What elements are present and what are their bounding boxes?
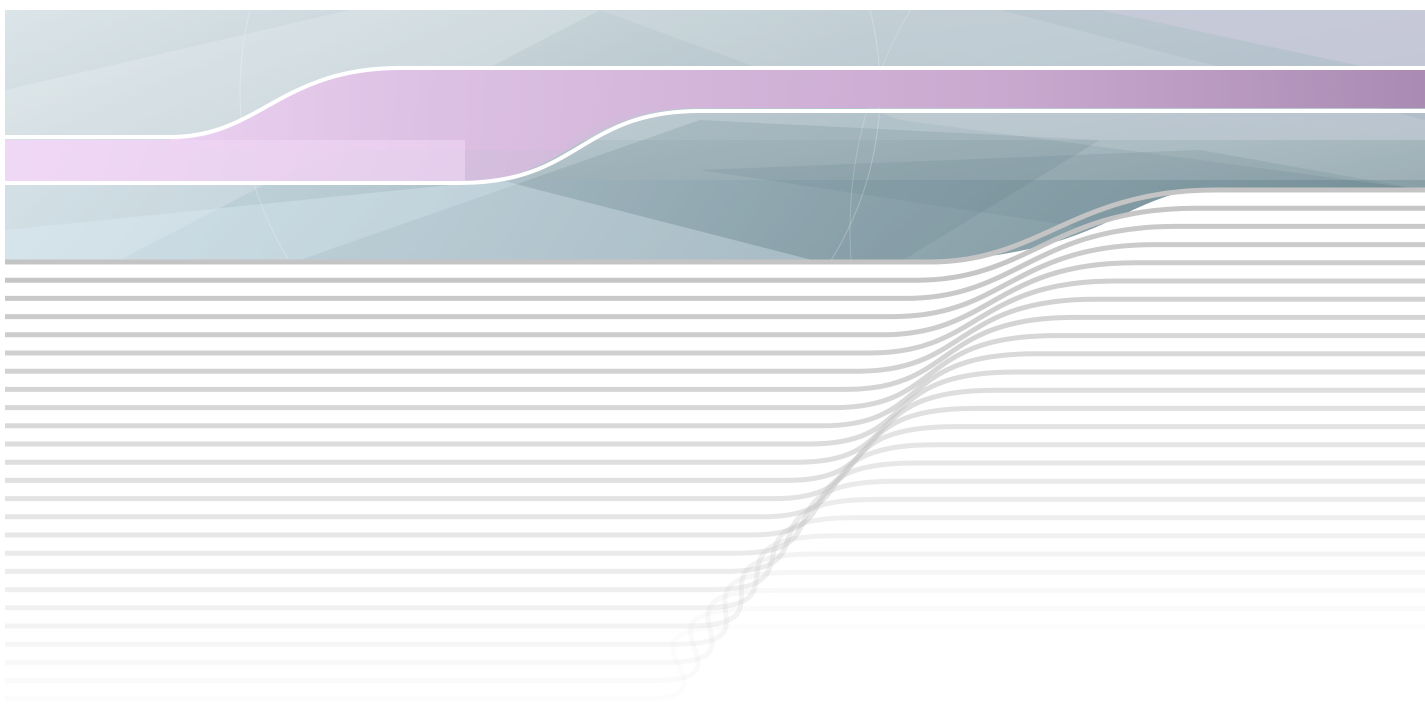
stripe-line	[5, 624, 1425, 702]
stripe-line	[5, 442, 1425, 520]
stripe-line	[5, 242, 1425, 320]
stripe-line	[5, 205, 1425, 283]
stripe-line	[5, 333, 1425, 411]
stripe-line	[5, 187, 1425, 265]
stripe-line	[5, 260, 1425, 338]
stripe-line	[5, 606, 1425, 684]
stripe-line	[5, 278, 1425, 356]
stripe-line	[5, 533, 1425, 611]
stripe-line	[5, 496, 1425, 574]
stripe-line	[5, 351, 1425, 429]
stripe-line	[5, 314, 1425, 392]
stripe-line	[5, 296, 1425, 374]
header-banner	[5, 10, 1425, 262]
stripe-line	[5, 551, 1425, 629]
stripe-lines	[5, 187, 1425, 702]
stripe-line	[5, 424, 1425, 502]
stripe-line	[5, 405, 1425, 483]
stripe-line	[5, 587, 1425, 665]
stripe-line	[5, 223, 1425, 301]
stripe-line	[5, 569, 1425, 647]
stripe-line	[5, 478, 1425, 556]
stripe-line	[5, 515, 1425, 593]
stripe-line	[5, 369, 1425, 447]
stripe-line	[5, 460, 1425, 538]
